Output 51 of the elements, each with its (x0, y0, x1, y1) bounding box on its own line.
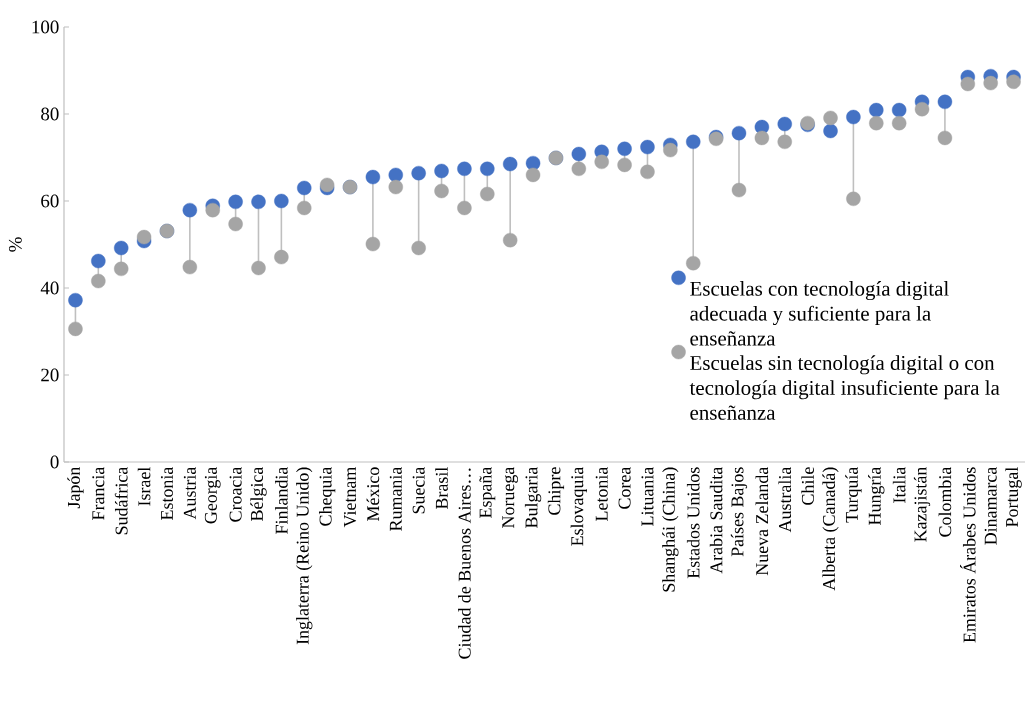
x-tick-label: Turquía (845, 466, 862, 523)
x-tick-label: Brasil (435, 467, 448, 509)
x-tick-label: Hungría (868, 466, 885, 525)
x-tick-label: Arabia Saudita (709, 466, 723, 574)
x-tick-label: Nueva Zelanda (755, 466, 769, 576)
x-tick-label: Italia (892, 466, 906, 503)
x-tick-label: Corea (618, 466, 631, 509)
x-tick-label: Vietnam (343, 466, 357, 528)
x-tick-label: Bulgaria (524, 466, 542, 528)
x-tick-label: Georgia (204, 466, 221, 524)
x-tick-label: Austria (183, 466, 196, 520)
x-tick-label: Australia (778, 466, 792, 533)
x-tick-label: Ciudad de Buenos Aires… (458, 468, 471, 659)
y-axis-title: % (8, 237, 22, 252)
y-tick-label: 20 (41, 368, 59, 382)
x-tick-label: Chequia (318, 466, 336, 526)
x-tick-label: Kazajistán (913, 466, 931, 542)
x-tick-label: Inglaterra (Reino Unido) (296, 467, 313, 645)
x-tick-label: Estados Unidos (686, 467, 700, 579)
x-tick-label: Noruega (502, 466, 518, 528)
x-tick-label: Suecia (412, 466, 425, 514)
x-tick-label: Estonia (160, 466, 173, 520)
x-tick-label: Dinamarca (984, 466, 997, 545)
x-tick-label: Emiratos Árabes Unidos (960, 467, 976, 643)
x-tick-label: Chipre (547, 467, 565, 515)
y-tick-label: 0 (50, 455, 59, 469)
legend-label: Escuelas con tecnología digital adecuada y suficiente para la enseñanza (690, 281, 949, 346)
x-tick-label: México (366, 467, 380, 521)
y-tick-label: 80 (41, 107, 59, 121)
x-tick-label: Lituania (641, 466, 654, 526)
x-tick-label: Sudáfrica (114, 466, 128, 535)
y-tick-label: 100 (32, 20, 59, 34)
x-tick-label: Croacia (229, 466, 242, 522)
x-tick-label: Japón (67, 466, 84, 509)
x-tick-label: Bélgica (250, 466, 267, 521)
x-tick-label: Shanghái (China) (662, 467, 679, 592)
y-tick-label: 60 (41, 194, 59, 208)
x-tick-label: Israel (137, 467, 151, 506)
x-tick-label: Alberta (Canadá) (822, 467, 839, 591)
x-tick-label: Portugal (1005, 467, 1022, 527)
x-tick-label: Chile (801, 467, 814, 505)
x-tick-label: Letonia (595, 466, 608, 521)
x-tick-label: Eslovaquia (570, 466, 587, 546)
x-tick-label: Rumania (389, 466, 402, 531)
x-tick-label: Países Bajos (730, 467, 748, 557)
y-tick-label: 40 (40, 281, 59, 295)
x-tick-label: España (479, 466, 496, 518)
x-tick-label: Colombia (938, 466, 952, 537)
x-tick-label: Finlandia (275, 466, 288, 534)
x-tick-label: Francia (92, 466, 105, 520)
legend-label: Escuelas sin tecnología digital o con tecnología digital insuficiente para la enseñanza (689, 355, 1000, 420)
